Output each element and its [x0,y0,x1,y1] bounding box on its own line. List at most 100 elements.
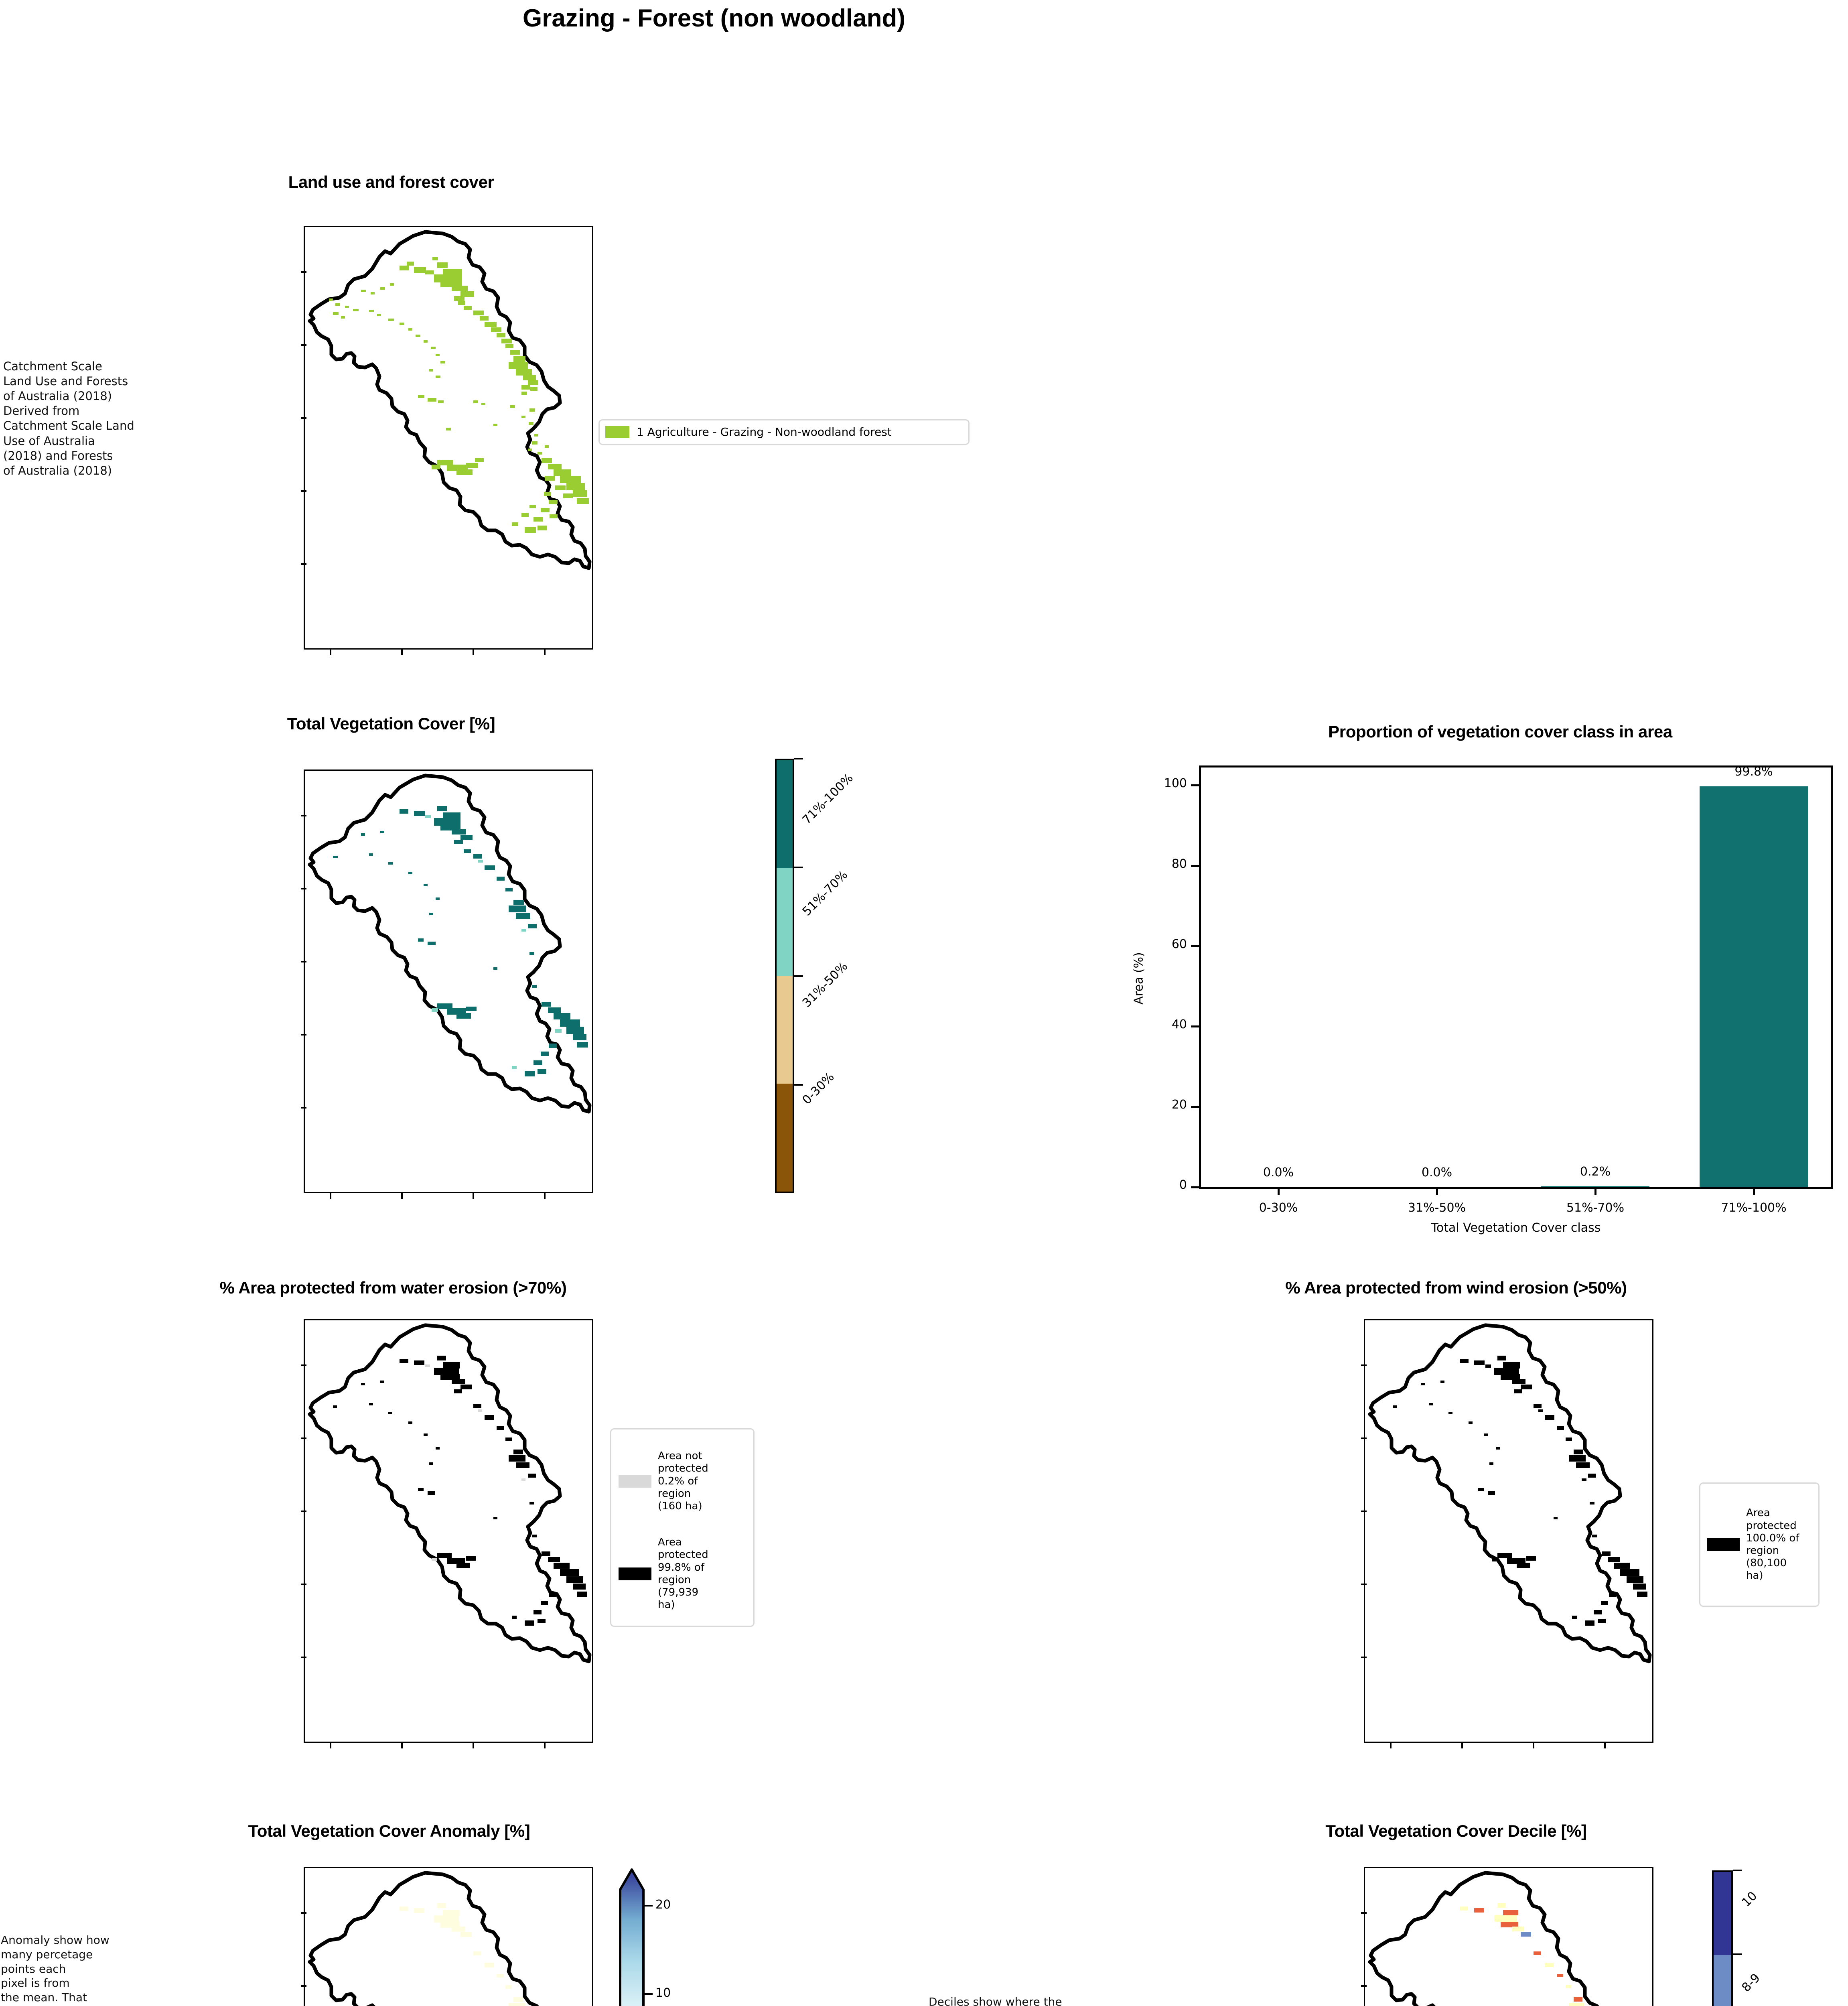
chart-ytick [1191,945,1199,947]
chart-ytick-label-0: 0 [1179,1178,1187,1192]
wind-map-tick [1361,1584,1367,1585]
landuse-legend[interactable]: 1 Agriculture - Grazing - Non-woodland f… [598,419,970,445]
proportion-chart: 0 20 40 60 80 100 0.0% 0.0% 0.2% 99.8% 0… [1132,765,1833,1235]
colorbar-label-31-50: 31%-50% [799,959,851,1010]
colorbar-label-0-30: 0-30% [799,1070,837,1107]
decile-map-tick [1361,1985,1367,1987]
veg-map-tick [301,815,306,816]
landuse-side-note: Catchment Scale Land Use and Forests of … [3,359,134,477]
wind-map-tick [1533,1743,1534,1748]
anomaly-map-tick [301,1912,306,1914]
decile-pixels [1460,1903,1584,2006]
water-erosion-protected-pixels [333,1356,587,1626]
total-veg-cover-panel-title: Total Vegetation Cover [%] [287,714,495,733]
veg-map-tick [301,1107,306,1109]
colorbar-label-71-100: 71%-100% [799,771,856,827]
landuse-map-tick [473,650,474,655]
chart-bar-label-31-50: 0.0% [1421,1165,1452,1180]
veg-map-tick [330,1193,331,1199]
water-erosion-legend[interactable]: Area not protected 0.2% of region (160 h… [610,1428,755,1627]
chart-bar-label-51-70: 0.2% [1580,1165,1611,1179]
wind-map-tick [1390,1743,1392,1748]
water-map-tick [330,1743,331,1748]
water-map-tick [544,1743,546,1748]
anomaly-colorbar [618,1866,646,2006]
page-title: Grazing - Forest (non woodland) [522,4,906,32]
veg-map-tick [544,1193,546,1199]
decile-side-note: Deciles show where the pixel value lies … [929,1995,1062,2006]
water-map-tick [301,1364,306,1366]
chart-ylabel: Area (%) [1132,952,1146,1005]
anomaly-colorbar-label-20: 20 [655,1898,671,1912]
chart-ytick [1191,784,1199,786]
wind-erosion-legend[interactable]: Area protected 100.0% of region (80,100 … [1699,1482,1820,1607]
water-map-tick [473,1743,474,1748]
anomaly-map [304,1867,593,2006]
decile-map [1364,1867,1653,2006]
legend-swatch-not-protected [619,1475,651,1488]
wind-map-tick [1361,1511,1367,1512]
chart-ytick [1191,865,1199,867]
decile-colorbar [1712,1870,1733,2006]
chart-ytick-label-20: 20 [1171,1098,1187,1112]
chart-xtick [1436,1187,1438,1195]
legend-swatch [605,426,629,438]
chart-xtick [1753,1187,1755,1195]
legend-label-protected: Area protected 99.8% of region (79,939 h… [658,1536,708,1611]
veg-map-tick [301,961,306,962]
chart-bar-label-0-30: 0.0% [1263,1165,1294,1180]
veg-map-tick [401,1193,403,1199]
water-map-tick [301,1437,306,1439]
decile-colorbar-label-8-9: 8-9 [1739,1971,1763,1995]
landuse-map-tick [301,344,306,346]
legend-label: 1 Agriculture - Grazing - Non-woodland f… [637,425,892,439]
chart-xtick-label-71-100: 71%-100% [1721,1201,1787,1215]
legend-item-not-protected: Area not protected 0.2% of region (160 h… [615,1435,749,1528]
veg-map-tick [301,1034,306,1035]
wind-map-tick [1361,1364,1367,1366]
chart-xtick-label-0-30: 0-30% [1259,1201,1298,1215]
decile-colorbar-label-10: 10 [1739,1889,1760,1910]
legend-label-protected: Area protected 100.0% of region (80,100 … [1746,1507,1799,1582]
wind-erosion-protected-pixels [1393,1356,1647,1626]
chart-ytick-label-60: 60 [1171,937,1187,951]
anomaly-colorbar-tick [644,1905,653,1907]
chart-bar-71-100 [1700,786,1808,1187]
water-erosion-map [304,1319,593,1743]
chart-xtick [1278,1187,1280,1195]
legend-swatch-protected [619,1567,651,1580]
chart-ytick [1191,1025,1199,1027]
landuse-map [304,226,593,650]
anomaly-pixels [400,1903,525,2006]
veg-cover-pixels [333,806,588,1076]
water-erosion-panel-title: % Area protected from water erosion (>70… [219,1278,567,1297]
wind-map-tick [1604,1743,1606,1748]
landuse-map-tick [301,563,306,565]
chart-ytick-label-40: 40 [1171,1017,1187,1031]
legend-swatch-protected [1707,1538,1740,1551]
veg-map-tick [473,1193,474,1199]
decile-colorbar-tick [1733,1870,1742,1871]
landuse-map-tick [301,271,306,273]
wind-map-tick [1361,1657,1367,1658]
chart-bar-label-71-100: 99.8% [1734,765,1773,779]
landuse-panel-title: Land use and forest cover [288,173,494,191]
decile-panel-title: Total Vegetation Cover Decile [%] [1325,1821,1587,1840]
colorbar-tick [794,1084,803,1086]
chart-ytick [1191,1186,1199,1188]
anomaly-colorbar-label-10: 10 [655,1986,671,2000]
landuse-grazing-pixels [329,257,589,533]
legend-item-protected: Area protected 100.0% of region (80,100 … [1704,1507,1815,1582]
decile-colorbar-tick [1733,1953,1742,1955]
wind-map-tick [1361,1437,1367,1439]
water-map-tick [301,1584,306,1585]
chart-xtick [1594,1187,1596,1195]
chart-axis-top [1199,765,1833,767]
total-veg-cover-map [304,770,593,1193]
legend-item: 1 Agriculture - Grazing - Non-woodland f… [605,425,892,439]
chart-ytick-label-100: 100 [1164,776,1187,790]
anomaly-panel-title: Total Vegetation Cover Anomaly [%] [248,1821,530,1840]
wind-erosion-map [1364,1319,1653,1743]
colorbar-tick [794,758,803,759]
landuse-map-tick [544,650,546,655]
